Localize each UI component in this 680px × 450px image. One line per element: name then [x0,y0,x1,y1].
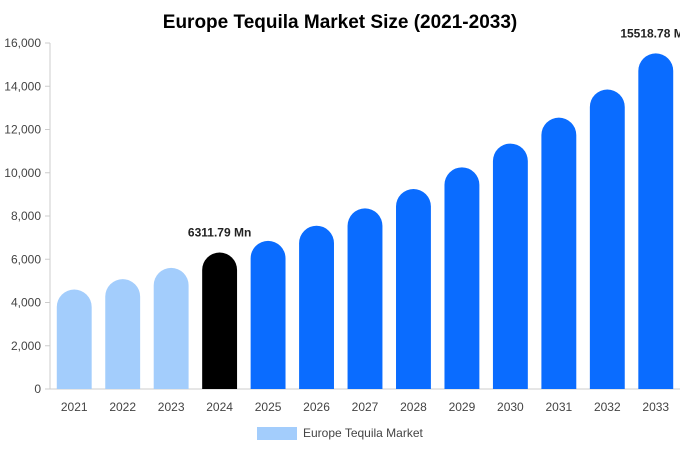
x-axis: 2021 2022 2023 2024 2025 2026 2027 2028 2029 2030… [50,388,680,414]
bar-series [56,53,674,390]
y-axis: 0 2,000 4,000 6,000 8,000 10,000 12,000 14,000 1… [4,36,51,396]
bar-2032[interactable] [589,89,625,390]
y-tick-label: 4,000 [11,296,41,310]
legend[interactable]: Europe Tequila Market [257,426,424,440]
x-tick-label: 2022 [109,400,136,414]
y-tick-label: 8,000 [11,209,41,223]
y-tick-label: 0 [34,382,41,396]
y-tick-label: 2,000 [11,339,41,353]
x-tick-label: 2025 [255,400,282,414]
x-tick-label: 2028 [400,400,427,414]
y-tick-label: 10,000 [4,166,41,180]
bar-2031[interactable] [541,117,577,389]
legend-swatch[interactable] [257,427,297,440]
y-tick-label: 12,000 [4,123,41,137]
y-tick-label: 6,000 [11,252,41,266]
bar-2025[interactable] [250,240,286,389]
x-tick-label: 2030 [497,400,524,414]
bar-2033[interactable] [638,53,674,389]
bar-2028[interactable] [396,188,431,389]
y-tick-label: 14,000 [4,79,41,93]
x-tick-label: 2033 [642,400,669,414]
x-tick-label: 2029 [449,400,476,414]
x-tick-label: 2032 [594,400,621,414]
y-tick-label: 16,000 [4,36,41,50]
bar-2030[interactable] [492,143,528,389]
data-label: 6311.79 Mn [188,226,251,240]
data-label: 15518.78 Mn [620,26,680,40]
bar-2026[interactable] [299,225,334,389]
bar-2023[interactable] [153,267,189,389]
chart-title: Europe Tequila Market Size (2021-2033) [163,12,517,33]
x-tick-label: 2021 [61,400,88,414]
legend-label[interactable]: Europe Tequila Market [303,426,424,440]
x-tick-label: 2024 [206,400,233,414]
x-tick-label: 2026 [303,400,330,414]
x-tick-label: 2023 [158,400,185,414]
bar-2029[interactable] [444,167,480,389]
bar-2024[interactable] [202,252,238,389]
x-tick-label: 2027 [352,400,379,414]
data-labels: 6311.79 Mn 15518.78 Mn [188,26,680,239]
bar-2022[interactable] [105,279,141,389]
bar-2027[interactable] [347,208,383,389]
bar-2021[interactable] [56,289,92,389]
x-tick-label: 2031 [545,400,572,414]
